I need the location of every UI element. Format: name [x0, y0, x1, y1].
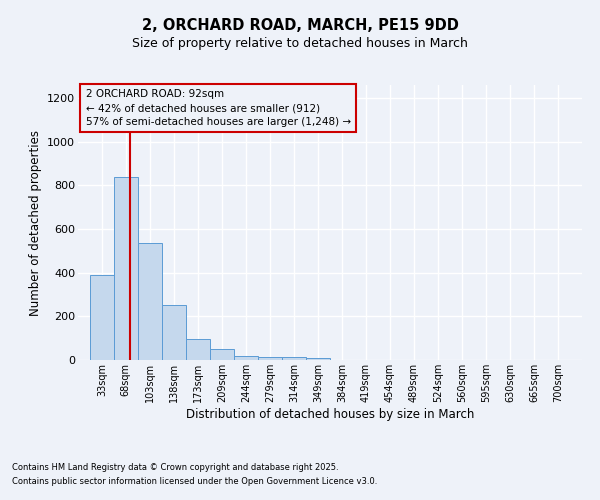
Bar — [306, 358, 330, 360]
Text: Contains HM Land Registry data © Crown copyright and database right 2025.: Contains HM Land Registry data © Crown c… — [12, 464, 338, 472]
Bar — [90, 275, 114, 360]
Bar — [234, 356, 258, 360]
Text: Size of property relative to detached houses in March: Size of property relative to detached ho… — [132, 38, 468, 51]
Text: 2, ORCHARD ROAD, MARCH, PE15 9DD: 2, ORCHARD ROAD, MARCH, PE15 9DD — [142, 18, 458, 32]
X-axis label: Distribution of detached houses by size in March: Distribution of detached houses by size … — [186, 408, 474, 420]
Bar — [282, 358, 306, 360]
Bar — [114, 176, 138, 360]
Text: 2 ORCHARD ROAD: 92sqm
← 42% of detached houses are smaller (912)
57% of semi-det: 2 ORCHARD ROAD: 92sqm ← 42% of detached … — [86, 89, 350, 127]
Bar — [162, 306, 186, 360]
Text: Contains public sector information licensed under the Open Government Licence v3: Contains public sector information licen… — [12, 477, 377, 486]
Bar — [258, 356, 282, 360]
Y-axis label: Number of detached properties: Number of detached properties — [29, 130, 41, 316]
Bar — [186, 340, 209, 360]
Bar — [138, 243, 162, 360]
Bar — [211, 349, 234, 360]
